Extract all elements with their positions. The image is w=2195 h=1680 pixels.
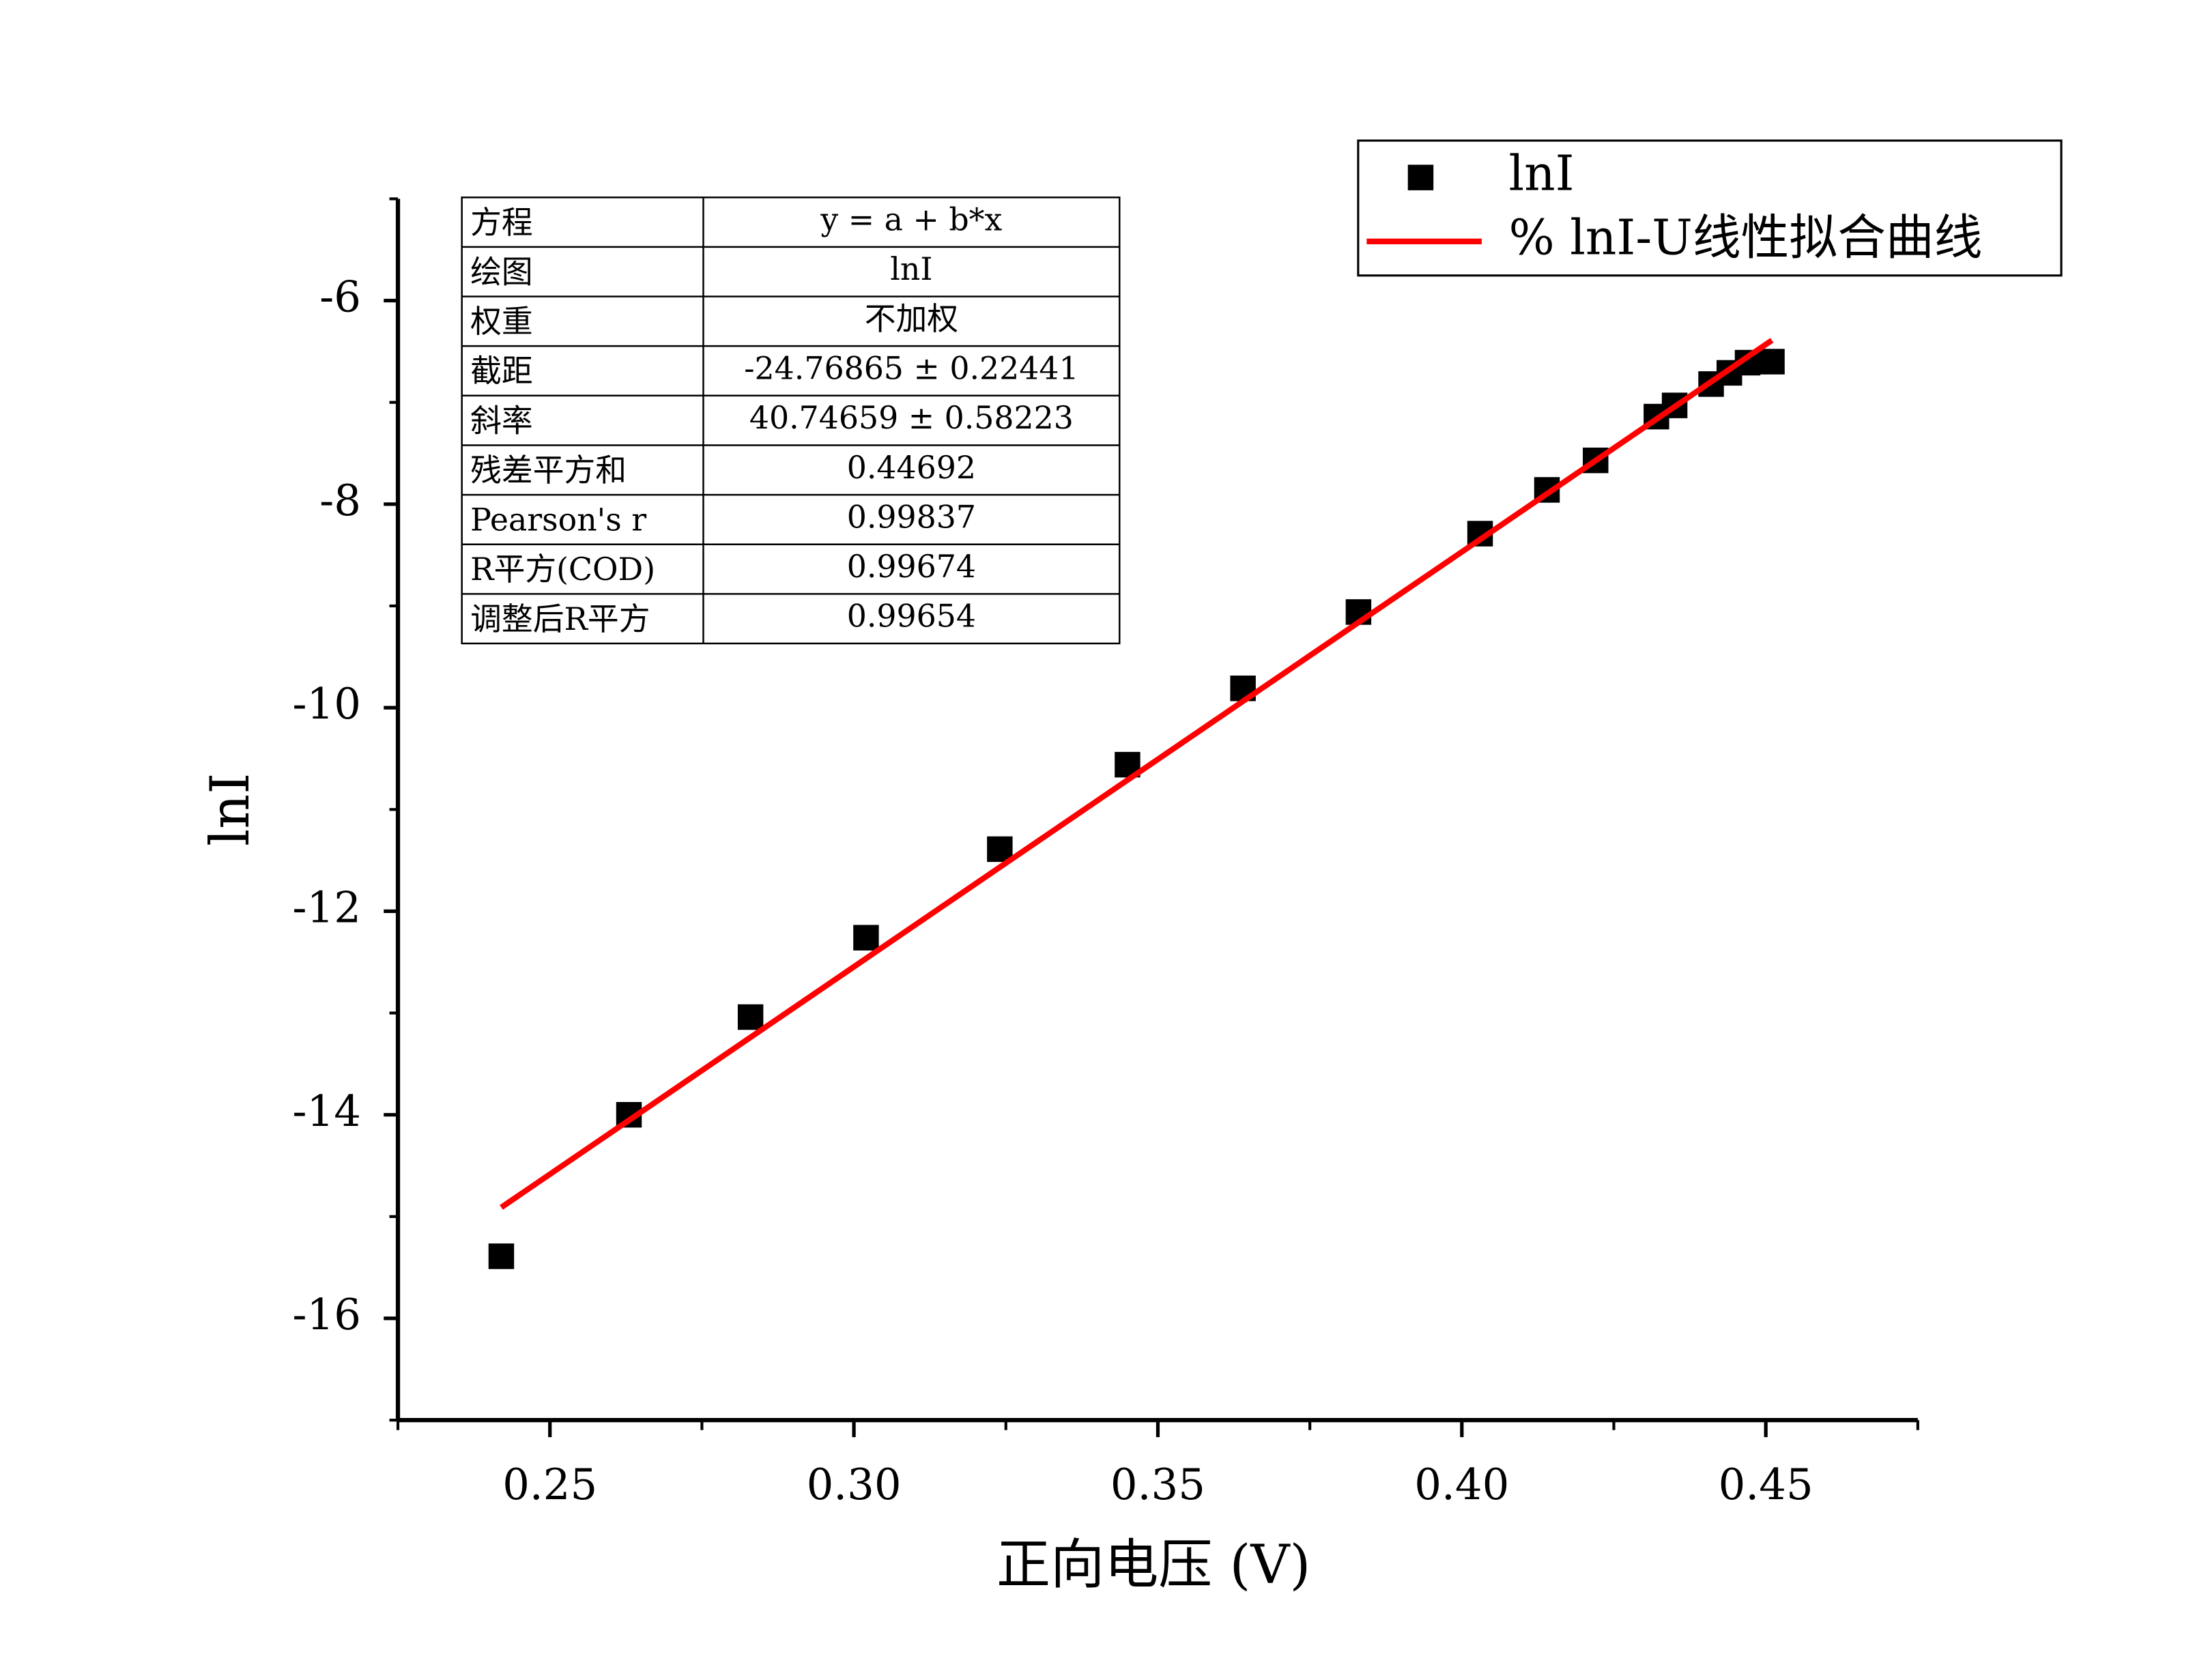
table-value: -24.76865 ± 0.22441 xyxy=(744,350,1079,386)
y-tick-label: -10 xyxy=(292,679,361,729)
table-label: 残差平方和 xyxy=(470,452,627,489)
legend-label: lnI xyxy=(1508,145,1574,202)
table-value: y = a + b*x xyxy=(820,202,1002,238)
table-value: 0.99654 xyxy=(847,598,976,635)
table-label: R平方(COD) xyxy=(470,551,655,588)
table-label: 权重 xyxy=(470,304,533,340)
y-tick-label: -6 xyxy=(319,272,361,322)
legend-label: % lnI-U线性拟合曲线 xyxy=(1508,209,1982,265)
y-tick-label: -8 xyxy=(319,476,361,525)
legend-box xyxy=(1357,139,2063,277)
y-axis-label: lnI xyxy=(199,773,261,846)
x-axis-label: 正向电压 (V) xyxy=(996,1533,1310,1596)
table-value: 0.99674 xyxy=(847,549,976,585)
table-value: 40.74659 ± 0.58223 xyxy=(749,400,1074,436)
table-label: 绘图 xyxy=(470,254,533,290)
table-value: 0.99837 xyxy=(847,499,976,535)
fit-line xyxy=(500,338,1774,1210)
x-tick-label: 0.45 xyxy=(1719,1460,1813,1509)
point xyxy=(987,836,1013,863)
table-label: 截距 xyxy=(470,353,533,390)
table-frame xyxy=(461,197,1121,645)
y-tick-label: -16 xyxy=(292,1290,361,1339)
point xyxy=(1759,349,1785,375)
table-value: 0.44692 xyxy=(847,450,976,486)
table-value: 不加权 xyxy=(865,301,958,337)
point xyxy=(853,925,879,951)
x-tick-label: 0.40 xyxy=(1414,1460,1509,1509)
legend-marker xyxy=(1407,164,1434,190)
table-label: 方程 xyxy=(470,205,533,241)
x-tick-label: 0.35 xyxy=(1110,1460,1205,1509)
x-tick-label: 0.30 xyxy=(807,1460,902,1509)
y-tick-label: -12 xyxy=(292,883,361,933)
y-tick-label: -14 xyxy=(292,1086,361,1136)
point xyxy=(737,1004,764,1030)
table-label: 斜率 xyxy=(470,403,533,439)
table-label: Pearson's r xyxy=(470,502,646,538)
table-value: lnI xyxy=(890,251,932,287)
table-label: 调整后R平方 xyxy=(470,601,650,637)
point xyxy=(488,1243,515,1269)
x-tick-label: 0.25 xyxy=(502,1460,597,1509)
